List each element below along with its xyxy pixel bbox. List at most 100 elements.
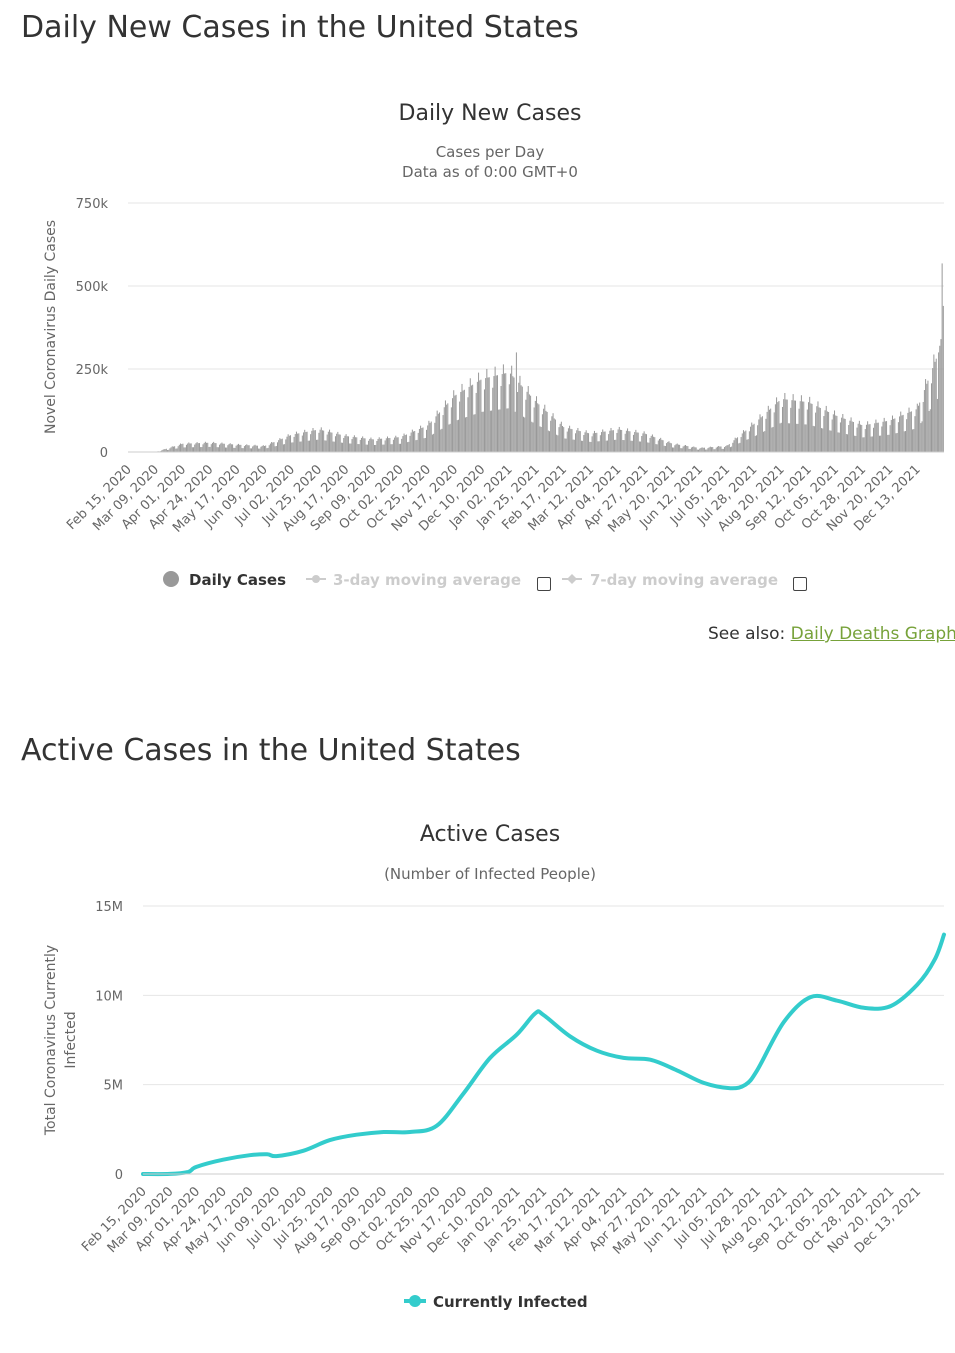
bar-daily-cases [627,428,629,452]
legend-item-daily-cases[interactable]: Daily Cases [163,571,286,589]
bar-daily-cases [767,405,769,452]
bar-daily-cases [482,411,484,452]
bar-daily-cases [595,432,597,452]
bar-daily-cases [288,435,290,452]
bar-daily-cases [759,414,761,452]
bar-daily-cases [191,447,193,452]
bar-daily-cases [693,446,695,452]
bar-daily-cases [197,443,199,452]
bar-daily-cases [921,421,923,452]
bar-daily-cases [357,444,359,452]
bar-daily-cases [919,402,921,452]
bar-daily-cases [417,432,419,452]
bar-daily-cases [507,408,509,452]
legend-item-7-day-average[interactable]: 7-day moving average [562,571,778,589]
bar-daily-cases [232,444,234,452]
bar-daily-cases [343,437,345,452]
bar-daily-cases [798,408,800,452]
bar-daily-cases [698,449,700,452]
bar-daily-cases [903,431,905,452]
bar-daily-cases [456,420,458,452]
bar-daily-cases [832,414,834,452]
bar-daily-cases [527,386,529,452]
bar-daily-cases [732,442,734,452]
bar-daily-cases [645,434,647,452]
bar-daily-cases [793,400,795,452]
bar-daily-cases [750,426,752,452]
bar-daily-cases [873,427,875,452]
bar-daily-cases [396,437,398,452]
bar-daily-cases [492,387,494,452]
bar-daily-cases [469,378,471,452]
bar-daily-cases [411,429,413,452]
3-day-average-checkbox[interactable] [537,577,551,591]
bar-daily-cases [813,426,815,452]
bar-daily-cases [572,439,574,452]
bar-daily-cases [402,436,404,452]
7-day-average-checkbox[interactable] [793,577,807,591]
bar-daily-cases [849,420,851,452]
bar-daily-cases [376,441,378,452]
bar-daily-cases [453,390,455,452]
bar-daily-cases [188,442,190,452]
bar-daily-cases [824,410,826,452]
bar-daily-cases [478,372,480,452]
bar-daily-cases [805,424,807,452]
bar-daily-cases [560,421,562,452]
bar-daily-cases [508,384,510,452]
daily-deaths-graph-link[interactable]: Daily Deaths Graph [790,624,955,644]
bar-daily-cases [588,433,590,452]
bar-daily-cases [562,426,564,452]
bar-daily-cases [416,439,418,452]
bar-daily-cases [914,416,916,452]
bar-daily-cases [689,448,691,452]
bar-daily-cases [899,416,901,452]
bar-daily-cases [606,440,608,452]
bar-daily-cases [331,432,333,452]
bar-daily-cases [851,421,853,452]
bar-daily-cases [465,417,467,452]
bar-daily-cases [324,440,326,452]
bar-daily-cases [677,444,679,452]
bar-daily-cases [666,443,668,452]
bar-daily-cases [565,438,567,452]
bar-daily-cases [178,444,180,452]
bar-daily-cases [236,444,238,452]
chart-title: Daily New Cases [399,101,582,126]
bar-daily-cases [515,352,517,452]
bar-daily-cases [690,447,692,452]
bar-daily-cases [657,440,659,452]
bar-daily-cases [230,444,232,452]
bar-daily-cases [229,443,231,452]
bar-daily-cases [923,390,925,452]
bar-daily-cases [546,411,548,452]
bar-daily-cases [175,448,177,452]
bar-daily-cases [269,443,271,452]
bar-daily-cases [668,441,670,452]
bar-daily-cases [355,437,357,452]
bar-daily-cases [746,439,748,452]
bar-daily-cases [436,410,438,452]
bar-daily-cases [829,430,831,452]
bar-daily-cases [437,413,439,452]
bar-daily-cases [223,443,225,452]
bar-daily-cases [522,416,524,452]
bar-daily-cases [768,409,770,452]
bar-daily-cases [747,439,749,452]
bar-daily-cases [643,431,645,452]
bar-daily-cases [525,399,527,452]
bar-daily-cases [486,368,488,452]
bar-daily-cases [268,445,270,452]
bar-daily-cases [181,444,183,452]
legend-item-3-day-average[interactable]: 3-day moving average [306,571,521,589]
legend-item-currently-infected[interactable]: Currently Infected [404,1293,588,1311]
bar-daily-cases [311,430,313,452]
bar-daily-cases [415,440,417,452]
bar-daily-cases [740,437,742,452]
bar-daily-cases [394,437,396,452]
bar-daily-cases [811,403,813,452]
bar-daily-cases [940,339,942,452]
bar-daily-cases [359,439,361,452]
bar-daily-cases [220,443,222,452]
